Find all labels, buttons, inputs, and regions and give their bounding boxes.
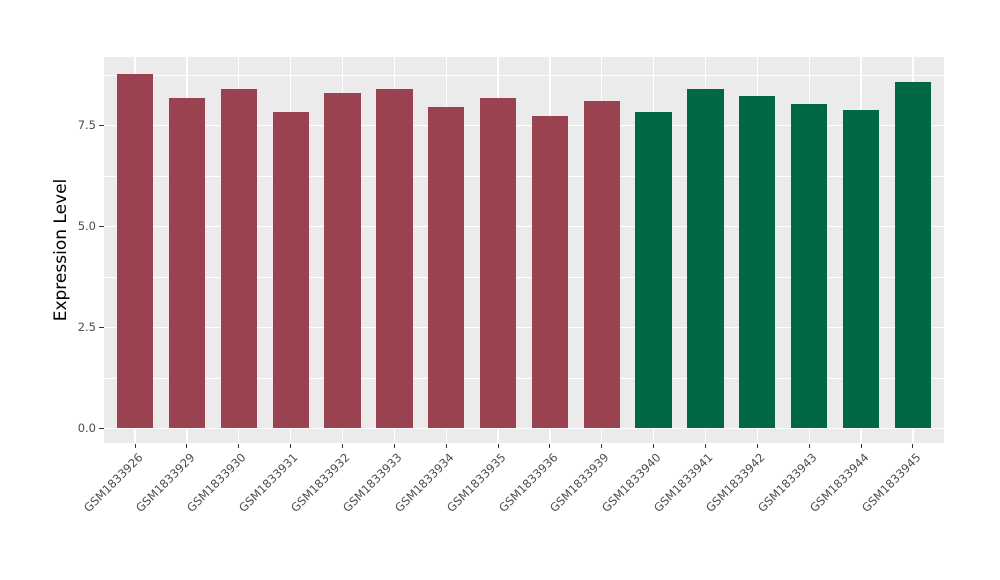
x-tick-mark [290,443,292,448]
y-tick-label: 0.0 [77,420,96,435]
x-tick-mark [912,443,914,448]
x-tick-mark [238,443,240,448]
minor-gridline [104,74,944,76]
y-tick-label: 5.0 [77,218,96,233]
x-tick-mark [653,443,655,448]
x-tick-mark [342,443,344,448]
y-tick-label: 2.5 [77,319,96,334]
bar-GSM1833942 [739,95,776,429]
x-tick-mark [393,443,395,448]
bar-GSM1833926 [116,73,154,429]
x-tick-mark [601,443,603,448]
x-tick-mark [186,443,188,448]
y-tick-label: 7.5 [77,117,96,132]
minor-gridline [104,377,944,379]
bar-GSM1833939 [583,101,620,429]
bar-GSM1833934 [428,106,465,429]
bar-GSM1833945 [894,81,932,429]
x-tick-mark [860,443,862,448]
y-tick-mark [98,225,104,227]
bar-GSM1833936 [531,116,569,429]
major-gridline [104,326,944,328]
x-tick-mark [497,443,499,448]
major-gridline [104,124,944,126]
major-gridline [104,225,944,227]
y-tick-mark [98,427,104,429]
major-gridline [104,427,944,429]
bar-GSM1833941 [687,88,724,429]
bar-GSM1833931 [272,111,309,429]
bar-GSM1833935 [479,97,517,429]
x-tick-mark [134,443,136,448]
x-tick-mark [704,443,706,448]
bar-GSM1833943 [791,103,828,429]
x-tick-mark [756,443,758,448]
x-tick-mark [808,443,810,448]
y-tick-mark [98,326,104,328]
x-tick-mark [549,443,551,448]
minor-gridline [104,175,944,177]
x-tick-mark [445,443,447,448]
bar-GSM1833930 [220,88,257,429]
bar-GSM1833933 [376,88,413,429]
bar-GSM1833940 [635,111,672,429]
minor-gridline [104,276,944,278]
bar-GSM1833944 [842,109,880,429]
plot-panel [104,57,944,443]
bar-GSM1833932 [324,92,361,429]
y-tick-mark [98,124,104,126]
bar-GSM1833929 [168,97,206,429]
y-axis-title: Expression Level [51,178,71,322]
